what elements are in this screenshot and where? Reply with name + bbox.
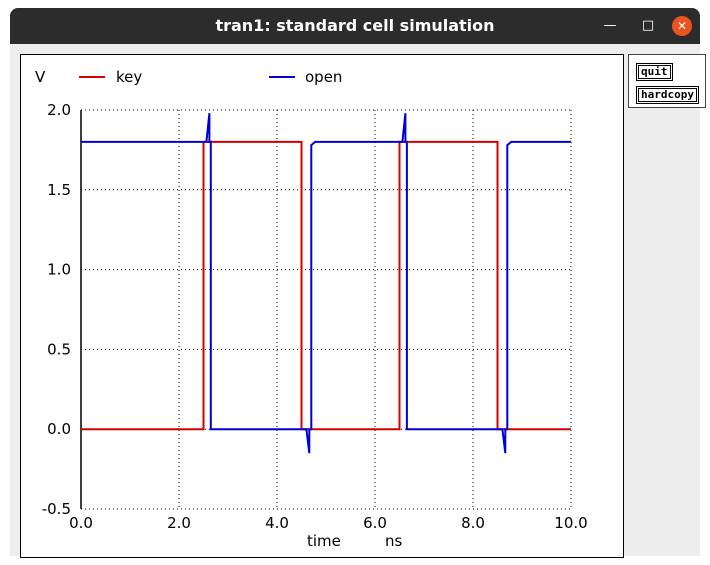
- maximize-icon[interactable]: □: [641, 18, 655, 33]
- y-tick-label: 0.0: [47, 420, 71, 438]
- y-tick-label: 0.5: [47, 340, 71, 358]
- title-bar: tran1: standard cell simulation — □ ✕: [10, 8, 700, 44]
- x-axis-label: time: [307, 532, 341, 550]
- x-axis-unit: ns: [385, 532, 403, 550]
- tick-labels: 0.0 2.0 4.0 6.0 8.0 10.02.01.51.00.50.0-0.5: [42, 101, 588, 532]
- x-tick-label: 4.0: [265, 514, 289, 532]
- window-title: tran1: standard cell simulation: [215, 16, 495, 35]
- x-tick-label: 6.0: [363, 514, 387, 532]
- x-tick-label: 2.0: [167, 514, 191, 532]
- app-window: tran1: standard cell simulation — □ ✕ 0.…: [10, 8, 706, 558]
- x-tick-label: 8.0: [461, 514, 485, 532]
- series-line-key: [81, 140, 571, 431]
- y-tick-label: 1.5: [47, 181, 71, 199]
- series-lines: [81, 113, 571, 454]
- hardcopy-button[interactable]: hardcopy: [636, 86, 699, 104]
- x-tick-label: 0.0: [69, 514, 93, 532]
- y-tick-label: 2.0: [47, 101, 71, 119]
- legend-label-open: open: [305, 68, 342, 86]
- button-panel: quit hardcopy: [628, 54, 706, 108]
- chart-svg: 0.0 2.0 4.0 6.0 8.0 10.02.01.51.00.50.0-0.5 V…: [35, 68, 588, 550]
- quit-button[interactable]: quit: [636, 63, 673, 81]
- y-tick-label: 1.0: [47, 261, 71, 279]
- y-axis-label: V: [35, 68, 46, 86]
- x-tick-label: 10.0: [554, 514, 587, 532]
- minimize-icon[interactable]: —: [603, 18, 617, 33]
- y-tick-label: -0.5: [42, 500, 71, 518]
- series-line-open: [81, 113, 571, 454]
- close-icon[interactable]: ✕: [672, 16, 692, 36]
- legend: V key open: [35, 68, 342, 86]
- legend-label-key: key: [116, 68, 142, 86]
- plot-area: 0.0 2.0 4.0 6.0 8.0 10.0 2.0 1.5 1.0 0.5 0.0 -0.5 V…: [20, 54, 624, 558]
